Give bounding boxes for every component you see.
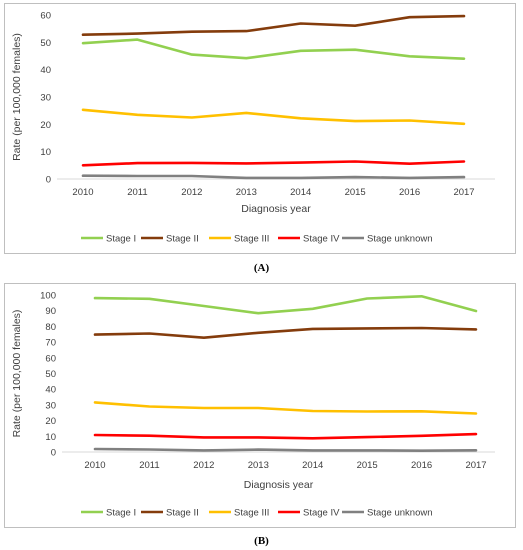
- chart-a-legend-label: Stage II: [166, 234, 199, 245]
- chart-b-y-tick-label: 10: [45, 432, 56, 443]
- chart-b-legend: Stage I Stage II Stage III Stage IV Stage un…: [81, 508, 433, 519]
- chart-a-x-tick-label: 2010: [72, 187, 93, 198]
- chart-a-x-tick-label: 2012: [181, 187, 202, 198]
- chart-a-y-tick-label: 30: [40, 93, 51, 104]
- chart-a-legend: Stage I Stage II Stage III Stage IV Stage un…: [81, 234, 433, 245]
- chart-b-y-tick-label: 30: [45, 400, 56, 411]
- chart-b-series-stage-iv: [93, 432, 478, 440]
- chart-a-legend-label: Stage I: [106, 234, 136, 245]
- chart-b-y-tick-label: 100: [40, 291, 56, 302]
- chart-a-legend-label: Stage unknown: [367, 234, 433, 245]
- chart-b-legend-label: Stage IV: [303, 508, 340, 519]
- chart-a-x-tick-label: 2016: [399, 187, 420, 198]
- chart-b-series-stage-ii: [93, 326, 478, 340]
- chart-b-series-stage-i: [93, 295, 478, 315]
- chart-b-series-stage-unknown: [93, 447, 478, 452]
- chart-b-svg: 0 10 20 30 40 50 60 70 80 90 100 2010 2011 2012 2013 20…: [11, 291, 495, 519]
- chart-b-y-axis-title: Rate (per 100,000 females): [11, 310, 23, 438]
- chart-a-y-tick-label: 0: [46, 175, 51, 186]
- caption-b: (B): [254, 535, 269, 547]
- chart-b-x-tick-label: 2017: [465, 460, 486, 471]
- chart-b-x-tick-label: 2011: [139, 460, 159, 471]
- chart-a-series-stage-iii: [81, 108, 466, 126]
- chart-b-y-tick-label: 50: [45, 369, 56, 380]
- chart-b-x-axis-title: Diagnosis year: [244, 479, 314, 491]
- chart-a-x-tick-label: 2015: [345, 187, 366, 198]
- chart-a-legend-label: Stage III: [234, 234, 269, 245]
- chart-b-y-tick-label: 0: [51, 448, 56, 459]
- chart-a-series-stage-ii: [81, 14, 466, 37]
- chart-panel-a: 0 10 20 30 40 50 60 2010 2011 2012 2013 2014 2015 201…: [4, 3, 516, 254]
- chart-a-series-stage-unknown: [81, 174, 466, 180]
- chart-b-x-tick-label: 2016: [411, 460, 432, 471]
- chart-a-y-tick-label: 60: [40, 11, 51, 22]
- chart-b-x-tick-label: 2012: [193, 460, 214, 471]
- chart-a-x-axis-title: Diagnosis year: [241, 203, 311, 215]
- chart-b-x-tick-label: 2013: [248, 460, 269, 471]
- chart-b-x-tick-label: 2015: [357, 460, 378, 471]
- chart-a-y-tick-label: 10: [40, 147, 51, 158]
- chart-a-y-axis-title: Rate (per 100,000 females): [11, 33, 23, 161]
- chart-a-x-tick-label: 2013: [236, 187, 257, 198]
- chart-b-legend-label: Stage unknown: [367, 508, 433, 519]
- chart-a-y-tick-label: 40: [40, 65, 51, 76]
- chart-b-legend-label: Stage III: [234, 508, 269, 519]
- chart-b-y-tick-label: 90: [45, 306, 56, 317]
- chart-a-svg: 0 10 20 30 40 50 60 2010 2011 2012 2013 2014 2015 201…: [11, 11, 495, 245]
- chart-b-y-tick-label: 40: [45, 385, 56, 396]
- chart-b-y-tick-label: 70: [45, 338, 56, 349]
- chart-a-legend-label: Stage IV: [303, 234, 340, 245]
- chart-a-x-tick-label: 2014: [290, 187, 311, 198]
- chart-a-x-tick-label: 2011: [127, 187, 147, 198]
- chart-b-legend-label: Stage I: [106, 508, 136, 519]
- chart-b-y-tick-label: 20: [45, 416, 56, 427]
- chart-b-series-stage-iii: [93, 401, 478, 415]
- chart-a-y-tick-label: 50: [40, 38, 51, 49]
- chart-a-y-tick-label: 20: [40, 120, 51, 131]
- chart-b-x-tick-label: 2010: [84, 460, 105, 471]
- chart-a-series-stage-i: [81, 38, 466, 61]
- chart-b-y-tick-label: 80: [45, 322, 56, 333]
- chart-a-series-stage-iv: [81, 160, 466, 167]
- chart-panel-b: 0 10 20 30 40 50 60 70 80 90 100 2010 2011 2012 2013 20…: [4, 283, 516, 528]
- chart-b-legend-label: Stage II: [166, 508, 199, 519]
- chart-b-y-tick-label: 60: [45, 353, 56, 364]
- chart-a-x-tick-label: 2017: [453, 187, 474, 198]
- caption-a: (A): [253, 262, 270, 274]
- chart-b-x-tick-label: 2014: [302, 460, 323, 471]
